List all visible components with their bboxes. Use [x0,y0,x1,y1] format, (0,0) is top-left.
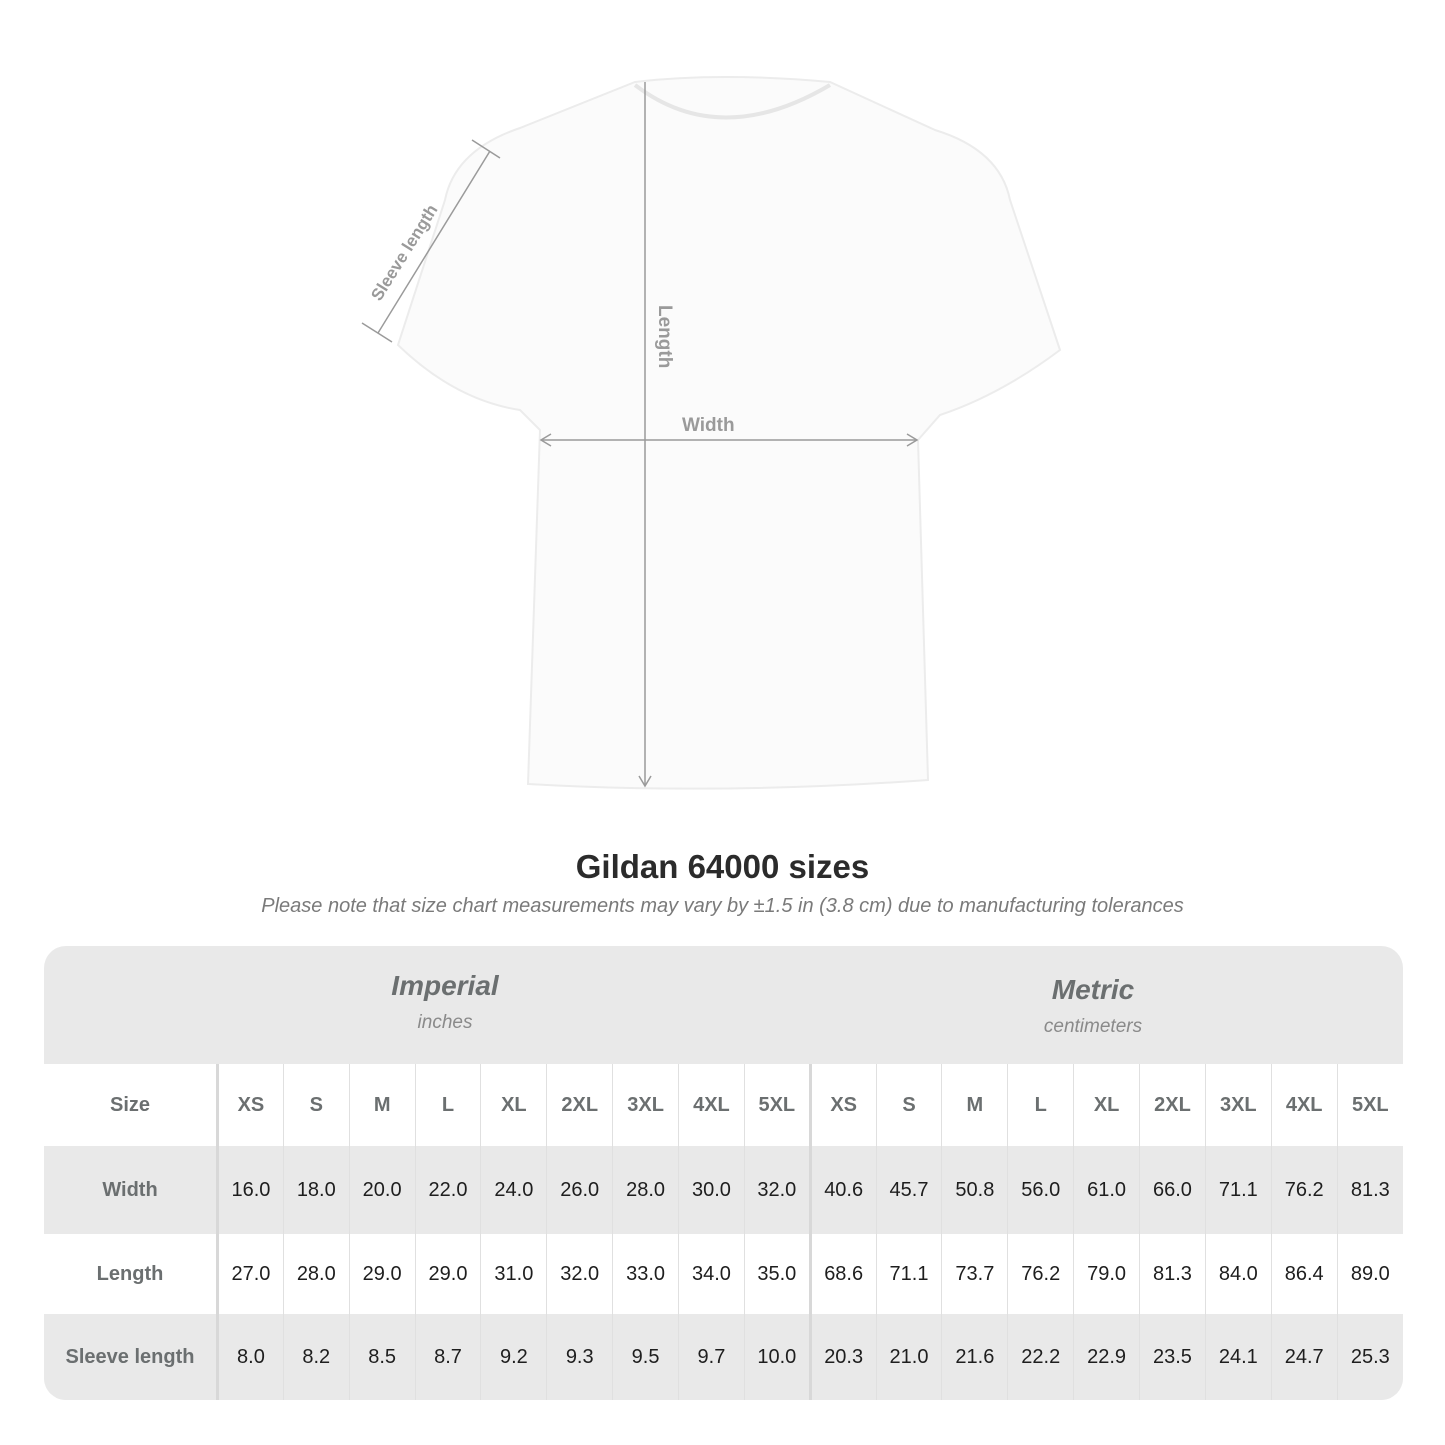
imperial-value: 28.0 [282,1234,350,1314]
imperial-value: 8.7 [414,1314,481,1400]
metric-value: 71.1 [875,1234,942,1314]
imperial-value: 26.0 [546,1146,613,1234]
row-label: Width [44,1146,219,1234]
imperial-value: 10.0 [743,1314,811,1400]
imperial-value: 33.0 [612,1234,679,1314]
metric-size-m: M [941,1064,1008,1146]
metric-size-xs: XS [808,1064,877,1146]
imperial-value: 29.0 [348,1234,416,1314]
imperial-size-m: M [348,1064,416,1146]
metric-value: 21.6 [941,1314,1008,1400]
metric-unit: centimeters [1043,1016,1143,1037]
metric-value: 40.6 [808,1146,877,1234]
metric-value: 45.7 [875,1146,942,1234]
imperial-value: 31.0 [480,1234,547,1314]
imperial-value: 8.5 [348,1314,416,1400]
metric-value: 71.1 [1204,1146,1272,1234]
imperial-value: 24.0 [480,1146,547,1234]
imperial-size-3xl: 3XL [612,1064,679,1146]
imperial-value: 28.0 [612,1146,679,1234]
length-label: Length [654,305,675,368]
imperial-size-xl: XL [480,1064,547,1146]
imperial-value: 8.0 [217,1314,284,1400]
sleeve-line [377,150,491,334]
metric-size-4xl: 4XL [1270,1064,1338,1146]
size-table: Size XS S M L XL 2XL 3XL 4XL 5XL XS S M L XL 2XL 3XL 4XL 5… [44,1064,1403,1400]
metric-value: 22.9 [1073,1314,1140,1400]
tshirt-diagram: Sleeve length Length Width [361,76,1062,790]
sleeve-arrow-ticks [361,139,501,343]
size-label: Size [44,1064,219,1146]
imperial-value: 29.0 [414,1234,481,1314]
row-label: Sleeve length [44,1314,219,1400]
imperial-value: 30.0 [678,1146,745,1234]
imperial-size-s: S [282,1064,350,1146]
tolerance-note: Please note that size chart measurements… [261,895,1184,917]
imperial-title: Imperial [391,970,499,1001]
metric-size-3xl: 3XL [1204,1064,1272,1146]
imperial-size-5xl: 5XL [743,1064,811,1146]
metric-value: 66.0 [1139,1146,1206,1234]
metric-title: Metric [1051,974,1135,1005]
metric-value: 73.7 [941,1234,1008,1314]
imperial-header: Imperial inches [230,970,660,1034]
table-row-sleeve-length: Sleeve length 8.0 8.2 8.5 8.7 9.2 9.3 9.5 9.7 10.… [44,1314,1403,1400]
metric-value: 21.0 [875,1314,942,1400]
imperial-value: 9.2 [480,1314,547,1400]
metric-value: 50.8 [941,1146,1008,1234]
metric-value: 25.3 [1336,1314,1403,1400]
metric-value: 22.2 [1007,1314,1074,1400]
metric-value: 76.2 [1270,1146,1338,1234]
imperial-size-l: L [414,1064,481,1146]
imperial-value: 20.0 [348,1146,416,1234]
tshirt-shape [396,76,1062,790]
table-row-width: Width 16.0 18.0 20.0 22.0 24.0 26.0 28.0 30.0 32.… [44,1146,1403,1234]
row-label: Length [44,1234,219,1314]
metric-value: 20.3 [808,1314,877,1400]
size-table-card: Imperial inches Metric centimeters Size X… [44,946,1403,1400]
page-title: Gildan 64000 sizes [575,848,870,885]
table-row-length: Length 27.0 28.0 29.0 29.0 31.0 32.0 33.0 34.0 35… [44,1234,1403,1314]
metric-size-xl: XL [1073,1064,1140,1146]
imperial-size-4xl: 4XL [678,1064,745,1146]
imperial-size-2xl: 2XL [546,1064,613,1146]
imperial-value: 9.3 [546,1314,613,1400]
imperial-value: 16.0 [217,1146,284,1234]
metric-value: 86.4 [1270,1234,1338,1314]
metric-value: 23.5 [1139,1314,1206,1400]
metric-value: 81.3 [1336,1146,1403,1234]
metric-value: 24.7 [1270,1314,1338,1400]
metric-value: 68.6 [808,1234,877,1314]
size-header-row: Size XS S M L XL 2XL 3XL 4XL 5XL XS S M L XL 2XL 3XL 4XL 5… [44,1064,1403,1146]
imperial-value: 9.5 [612,1314,679,1400]
width-arrowheads [539,433,919,447]
collar [633,83,832,120]
imperial-value: 32.0 [743,1146,811,1234]
imperial-size-xs: XS [217,1064,284,1146]
metric-size-l: L [1007,1064,1074,1146]
imperial-value: 22.0 [414,1146,481,1234]
imperial-unit: inches [417,1012,473,1033]
imperial-value: 32.0 [546,1234,613,1314]
metric-value: 61.0 [1073,1146,1140,1234]
imperial-value: 27.0 [217,1234,284,1314]
imperial-value: 8.2 [282,1314,350,1400]
imperial-value: 9.7 [678,1314,745,1400]
metric-value: 24.1 [1204,1314,1272,1400]
width-label: Width [682,415,735,436]
metric-value: 81.3 [1139,1234,1206,1314]
imperial-value: 35.0 [743,1234,811,1314]
metric-size-s: S [875,1064,942,1146]
metric-header: Metric centimeters [878,974,1308,1038]
length-arrowhead [638,775,652,788]
metric-value: 76.2 [1007,1234,1074,1314]
imperial-value: 34.0 [678,1234,745,1314]
metric-value: 89.0 [1336,1234,1403,1314]
metric-size-2xl: 2XL [1139,1064,1206,1146]
metric-value: 56.0 [1007,1146,1074,1234]
metric-size-5xl: 5XL [1336,1064,1403,1146]
imperial-value: 18.0 [282,1146,350,1234]
metric-value: 84.0 [1204,1234,1272,1314]
metric-value: 79.0 [1073,1234,1140,1314]
